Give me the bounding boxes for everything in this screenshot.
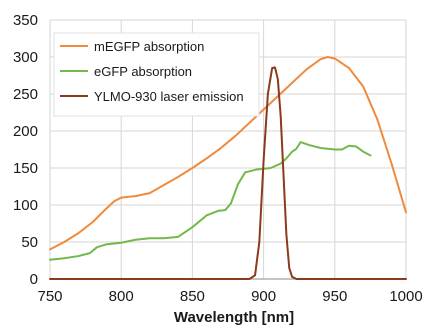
series-line-2	[49, 141, 372, 261]
y-tick-label-150: 150	[13, 160, 38, 177]
y-tick-label-50: 50	[21, 234, 38, 251]
x-tick-label-850: 850	[180, 288, 205, 305]
y-tick-label-200: 200	[13, 123, 38, 140]
legend-label-1: mEGFP absorption	[94, 39, 204, 54]
x-tick-label-950: 950	[322, 288, 347, 305]
x-tick-label-1000: 1000	[389, 288, 422, 305]
x-axis-title: Wavelength [nm]	[174, 309, 294, 326]
legend: mEGFP absorption eGFP absorption YLMO-930 …	[53, 32, 260, 117]
x-tick-label-750: 750	[37, 288, 62, 305]
series-line-3	[49, 66, 407, 280]
legend-label-2: eGFP absorption	[94, 64, 192, 79]
series-layer	[49, 56, 407, 280]
y-tick-label-0: 0	[30, 271, 38, 288]
axes: 0 50 100 150 200 250 300 350 750 800 850 900 950 1000	[13, 12, 423, 305]
y-tick-label-250: 250	[13, 86, 38, 103]
y-tick-label-300: 300	[13, 49, 38, 66]
x-tick-label-900: 900	[251, 288, 276, 305]
x-tick-label-800: 800	[109, 288, 134, 305]
y-tick-label-100: 100	[13, 197, 38, 214]
y-tick-label-350: 350	[13, 12, 38, 29]
legend-box	[53, 32, 260, 117]
legend-label-3: YLMO-930 laser emission	[94, 89, 244, 104]
series-line-1	[49, 56, 407, 251]
